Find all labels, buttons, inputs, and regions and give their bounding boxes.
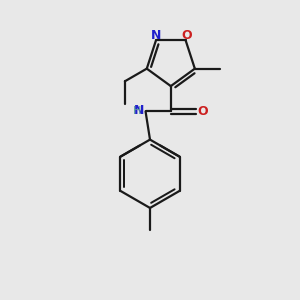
Text: N: N: [151, 28, 161, 41]
Text: O: O: [182, 28, 193, 41]
Text: N: N: [134, 104, 144, 117]
Text: H: H: [132, 106, 141, 116]
Text: O: O: [197, 105, 208, 118]
